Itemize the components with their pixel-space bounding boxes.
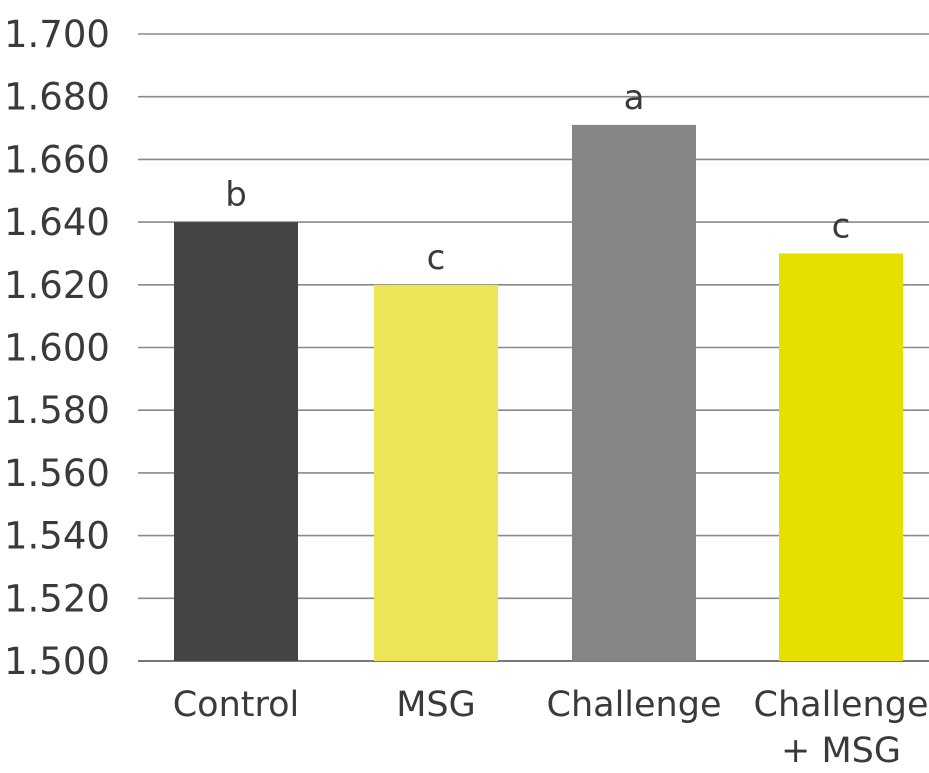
data-label: c	[427, 238, 446, 278]
data-label: c	[832, 206, 851, 246]
y-tick-label: 1.620	[4, 264, 110, 307]
y-tick-label: 1.660	[4, 138, 110, 181]
bar	[174, 222, 298, 661]
x-tick-label: + MSG	[781, 731, 901, 769]
y-tick-label: 1.560	[4, 452, 110, 495]
y-tick-label: 1.500	[4, 640, 110, 683]
y-tick-label: 1.520	[4, 577, 110, 620]
y-tick-label: 1.540	[4, 515, 110, 558]
bar	[374, 284, 498, 661]
y-tick-label: 1.680	[4, 76, 110, 119]
bars-layer	[174, 124, 903, 662]
x-tick-label: Challenge	[754, 685, 929, 725]
x-tick-label: Challenge	[547, 685, 722, 725]
y-tick-label: 1.700	[4, 13, 110, 56]
y-tick-label: 1.600	[4, 327, 110, 370]
labels-layer: 1.700 1.680 1.660 1.640 1.620 1.600 1.580 1.560…	[4, 13, 929, 771]
bar	[572, 124, 696, 662]
data-label: a	[624, 78, 645, 118]
y-tick-label: 1.580	[4, 389, 110, 432]
y-tick-label: 1.640	[4, 201, 110, 244]
data-label: b	[225, 175, 247, 215]
x-tick-label: MSG	[396, 685, 476, 725]
bar	[779, 253, 903, 661]
x-tick-label: Control	[173, 685, 300, 725]
